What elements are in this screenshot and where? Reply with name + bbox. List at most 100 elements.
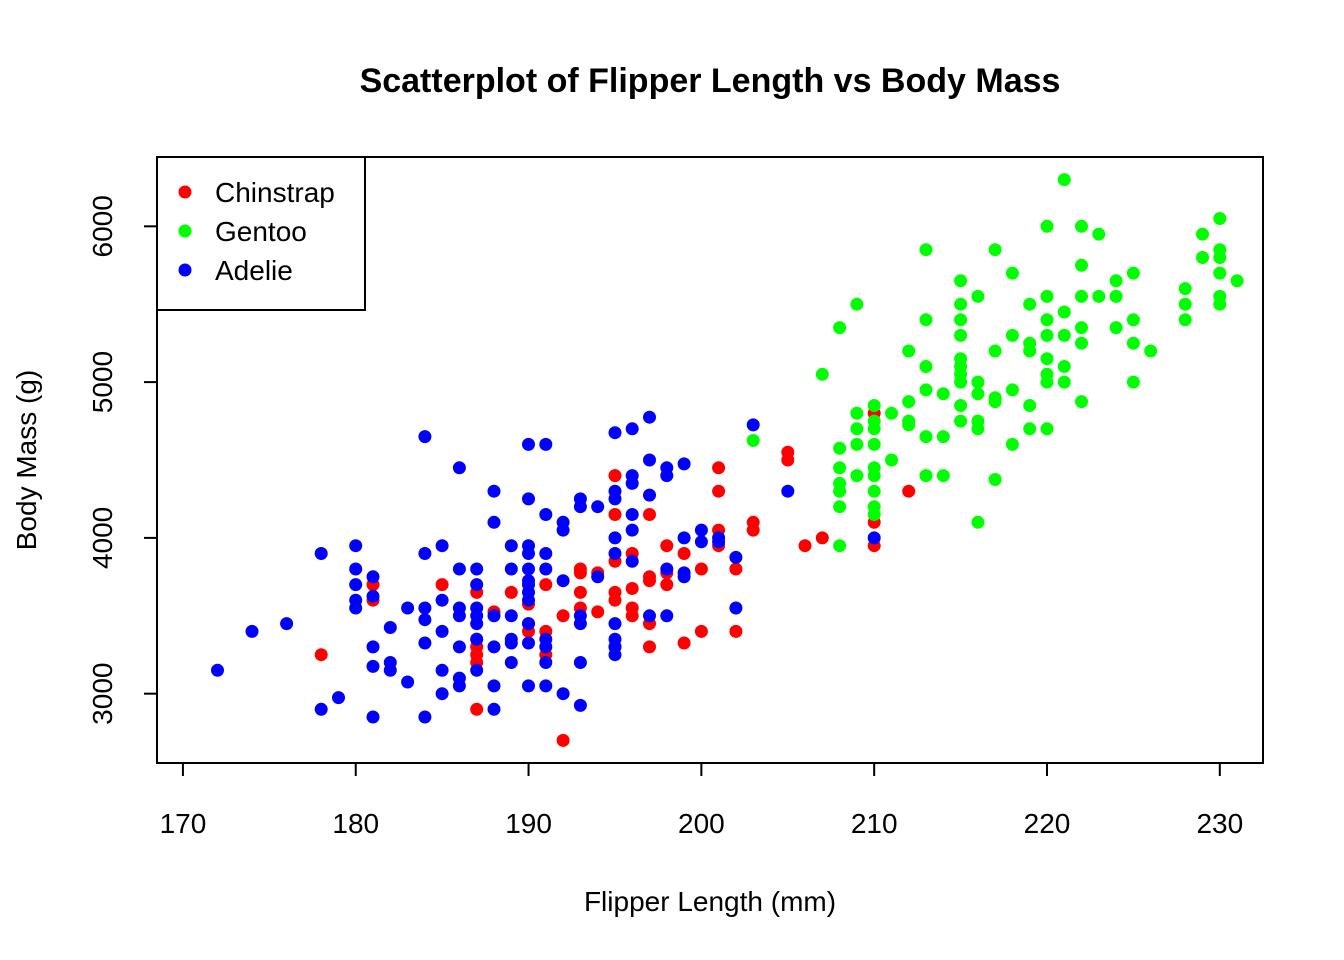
point-gentoo (954, 414, 968, 428)
point-adelie (349, 578, 363, 592)
point-adelie (435, 593, 449, 607)
x-axis-label: Flipper Length (mm) (584, 886, 836, 917)
point-gentoo (850, 297, 864, 311)
point-adelie (504, 632, 518, 646)
point-gentoo (971, 414, 985, 428)
x-tick-label: 220 (1024, 808, 1071, 839)
point-gentoo (954, 313, 968, 327)
point-adelie (366, 710, 380, 724)
point-adelie (452, 640, 466, 654)
point-chinstrap (712, 461, 726, 475)
point-gentoo (988, 344, 1002, 358)
legend-item-gentoo: Gentoo (178, 216, 307, 247)
point-gentoo (867, 484, 881, 498)
point-adelie (591, 500, 605, 514)
point-adelie (694, 535, 708, 549)
point-gentoo (902, 344, 916, 358)
point-adelie (314, 702, 328, 716)
point-gentoo (954, 328, 968, 342)
legend-marker (178, 185, 192, 199)
point-gentoo (971, 375, 985, 389)
point-gentoo (919, 360, 933, 373)
point-adelie (556, 574, 570, 588)
point-adelie (366, 659, 380, 673)
point-chinstrap (539, 578, 553, 592)
y-tick-label: 6000 (87, 195, 118, 257)
point-gentoo (746, 434, 760, 447)
point-adelie (349, 593, 363, 607)
point-gentoo (1230, 274, 1244, 288)
point-gentoo (1213, 289, 1227, 303)
point-chinstrap (625, 582, 639, 595)
series-chinstrap (314, 406, 916, 747)
point-adelie (643, 609, 656, 623)
point-gentoo (1196, 227, 1209, 241)
y-axis: 3000 4000 5000 6000 (87, 195, 158, 725)
point-gentoo (1075, 321, 1088, 335)
point-chinstrap (643, 570, 656, 584)
point-gentoo (988, 473, 1002, 486)
point-adelie (452, 671, 466, 685)
point-chinstrap (608, 469, 622, 483)
point-gentoo (1075, 219, 1088, 233)
legend-label: Adelie (215, 255, 293, 286)
point-adelie (522, 437, 535, 451)
point-gentoo (1040, 289, 1054, 303)
point-gentoo (936, 430, 950, 444)
point-adelie (435, 539, 449, 553)
y-tick-label: 4000 (87, 507, 118, 569)
point-adelie (539, 547, 553, 560)
point-gentoo (1126, 336, 1140, 350)
point-gentoo (1075, 258, 1088, 272)
point-gentoo (936, 469, 950, 483)
x-tick-label: 170 (160, 808, 207, 839)
point-adelie (556, 515, 570, 529)
point-adelie (608, 531, 622, 545)
point-gentoo (919, 313, 933, 327)
point-chinstrap (677, 636, 691, 650)
point-adelie (608, 547, 622, 560)
point-gentoo (1040, 328, 1054, 342)
point-adelie (522, 679, 535, 693)
point-adelie (332, 691, 345, 705)
point-adelie (608, 484, 622, 498)
point-adelie (470, 601, 484, 615)
point-adelie (470, 663, 484, 677)
point-adelie (366, 570, 380, 584)
point-adelie (573, 609, 587, 623)
point-adelie (677, 566, 691, 580)
point-adelie (608, 632, 622, 646)
point-adelie (539, 562, 553, 576)
point-chinstrap (504, 585, 518, 599)
y-tick-label: 5000 (87, 351, 118, 413)
point-adelie (522, 539, 535, 553)
point-adelie (522, 636, 535, 650)
point-gentoo (919, 383, 933, 397)
point-adelie (383, 621, 397, 634)
point-adelie (522, 492, 535, 506)
point-adelie (280, 617, 294, 631)
x-tick-label: 180 (332, 808, 379, 839)
point-adelie (418, 601, 432, 615)
legend-marker (178, 224, 192, 238)
point-chinstrap (573, 585, 587, 599)
x-axis: 170 180 190 200 210 220 230 (160, 762, 1243, 839)
point-gentoo (1023, 399, 1037, 412)
point-gentoo (1040, 219, 1054, 233)
point-gentoo (885, 406, 898, 420)
point-gentoo (867, 437, 881, 451)
point-adelie (660, 609, 674, 623)
point-adelie (504, 609, 518, 623)
point-chinstrap (729, 624, 743, 638)
point-gentoo (902, 414, 916, 428)
point-adelie (487, 484, 501, 498)
point-adelie (487, 679, 501, 693)
point-adelie (573, 492, 587, 506)
point-adelie (712, 531, 726, 545)
point-chinstrap (608, 585, 622, 599)
point-adelie (245, 624, 259, 638)
point-chinstrap (746, 515, 760, 529)
point-adelie (366, 640, 380, 654)
point-chinstrap (798, 539, 812, 553)
point-gentoo (954, 274, 968, 288)
